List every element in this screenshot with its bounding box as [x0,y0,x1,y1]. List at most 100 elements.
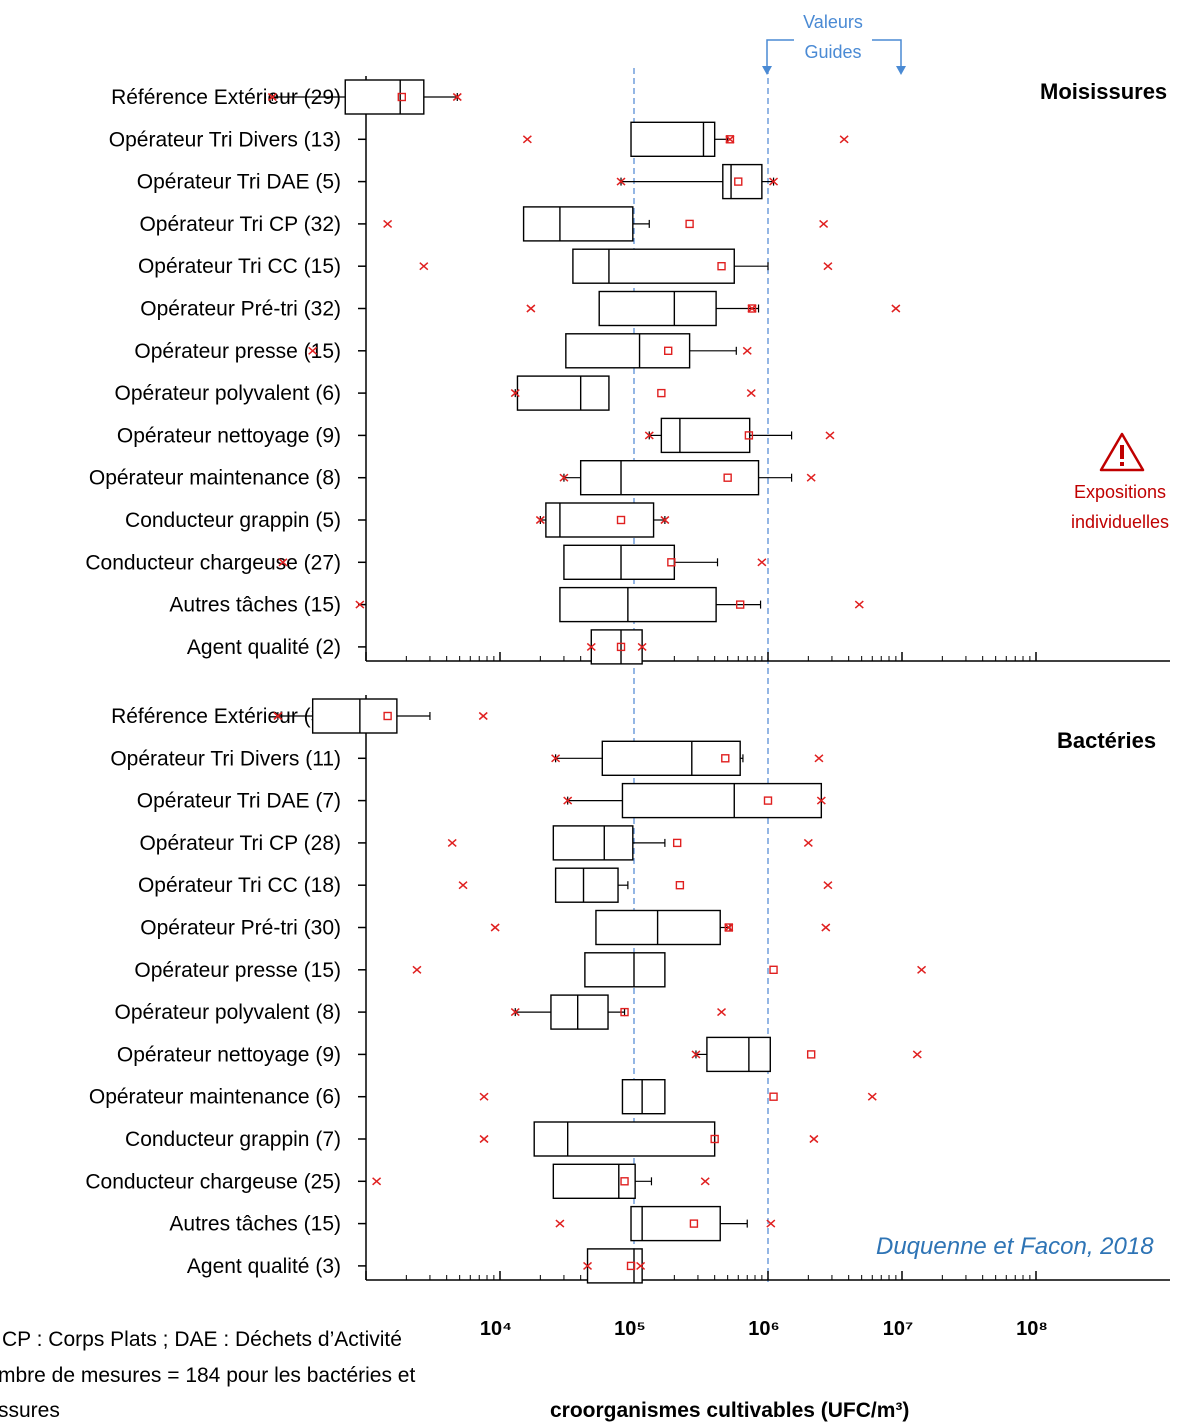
category-label: Conducteur grappin (5) [125,509,341,532]
category-label: Référence Extérieur (36) [111,705,341,728]
annotation-line1: Expositions [1074,482,1166,502]
mean-marker [616,642,626,652]
iqr-box [563,544,676,580]
iqr-box [565,333,691,369]
mean-marker [734,177,743,186]
category-label: Opérateur Pré-tri (30) [140,917,341,940]
outlier-marker [637,642,647,651]
box-7: Opérateur presse (15) [134,952,927,988]
panel-title: Bactéries [1057,728,1156,753]
iqr-box [550,994,609,1030]
source-citation: Duquenne et Facon, 2018 [876,1233,1154,1260]
outlier-marker [583,1261,593,1270]
outlier-marker [724,923,734,932]
outlier-marker [616,177,626,186]
outlier-marker [479,1134,489,1144]
outlier-marker [273,711,283,721]
outlier-marker [912,1050,922,1059]
outlier-marker [452,92,462,102]
mean-marker [721,754,730,763]
box-9: Opérateur nettoyage (9) [117,1036,922,1073]
guide-bracket-left [766,39,794,68]
outlier-marker [478,711,488,721]
category-label: Opérateur polyvalent (6) [115,382,341,405]
outlier-marker [660,515,670,525]
mean-marker [620,1007,629,1017]
box-10: Opérateur maintenance (6) [89,1078,877,1115]
box-14: Agent qualité (2) [187,629,647,665]
outlier-marker [563,796,573,805]
outlier-marker [769,177,779,186]
outlier-marker [814,754,824,763]
outlier-marker [816,796,826,805]
box-5: Opérateur Tri CC (15) [138,248,833,284]
outlier-marker [636,1261,646,1270]
category-label: Conducteur chargeuse (27) [85,551,341,574]
mean-marker [664,346,673,355]
category-label: Opérateur nettoyage (9) [117,1043,341,1066]
panel-2: Bactéries Référence Extérieur (36) Opérate… [85,695,1170,1284]
category-label: Opérateur Tri Divers (13) [109,128,341,151]
footnote-line2: mbre de mesures = 184 pour les bactéries… [0,1364,415,1387]
panels: Moisissures Référence Extérieur (29) Opéra… [85,76,1170,1284]
x-axis-label: croorganismes cultivables (UFC/m³) [550,1399,909,1422]
mean-marker [744,431,754,440]
category-label: Opérateur maintenance (6) [89,1086,341,1109]
outlier-marker [447,838,457,847]
mean-marker [672,838,682,848]
box-11: Conducteur grappin (7) [125,1121,819,1157]
category-label: Opérateur Tri Divers (11) [110,747,341,770]
outlier-marker [586,642,596,651]
box-1: Référence Extérieur (36) [111,698,488,734]
mean-marker [620,1177,629,1186]
mean-marker [747,304,757,313]
outlier-marker [412,965,422,974]
category-label: Opérateur Tri CC (15) [138,255,341,278]
guide-arrow-left [762,66,772,75]
mean-marker [763,796,773,805]
box-4: Opérateur Tri CP (32) [139,206,829,242]
outlier-marker [766,1219,776,1228]
outlier-marker [458,881,468,890]
footnote-line3: ssures [0,1399,60,1422]
mean-marker [806,1050,816,1059]
guide-label-line2: Guides [804,42,861,62]
iqr-box [533,1121,716,1157]
mean-marker [616,515,626,525]
category-label: Opérateur maintenance (8) [89,467,341,490]
outlier-marker [372,1177,382,1186]
iqr-box [516,375,610,411]
mean-marker [657,388,666,398]
category-label: Opérateur Tri CC (18) [138,874,341,897]
guide-value-callout: Valeurs Guides [762,12,906,75]
outlier-marker [867,1092,877,1101]
annotation-line2: individuelles [1071,512,1169,532]
category-label: Agent qualité (2) [187,636,341,659]
iqr-box [579,460,760,496]
x-tick-label: 10⁵ [614,1318,646,1340]
outlier-marker [355,600,365,609]
outlier-marker [891,304,901,313]
outlier-marker [742,346,752,355]
mean-marker [675,881,685,890]
box-11: Conducteur grappin (5) [125,502,670,538]
category-label: Référence Extérieur (29) [111,86,341,109]
iqr-box [311,698,398,734]
outlier-marker [917,965,927,974]
box-3: Opérateur Tri DAE (7) [137,782,826,819]
outlier-marker [823,262,833,271]
iqr-box [660,417,751,454]
iqr-box [344,79,425,115]
outlier-marker [839,135,849,144]
iqr-box [706,1036,771,1073]
outlier-marker [809,1134,819,1144]
category-label: Opérateur Pré-tri (32) [140,298,341,321]
box-5: Opérateur Tri CC (18) [138,867,833,903]
iqr-box [552,1163,636,1200]
outlier-marker [746,389,756,398]
box-13: Autres tâches (15) [169,1205,776,1242]
outlier-marker [717,1008,727,1017]
outlier-marker [757,558,767,567]
category-label: Opérateur Tri CP (28) [139,832,341,855]
outlier-marker [691,1050,701,1059]
